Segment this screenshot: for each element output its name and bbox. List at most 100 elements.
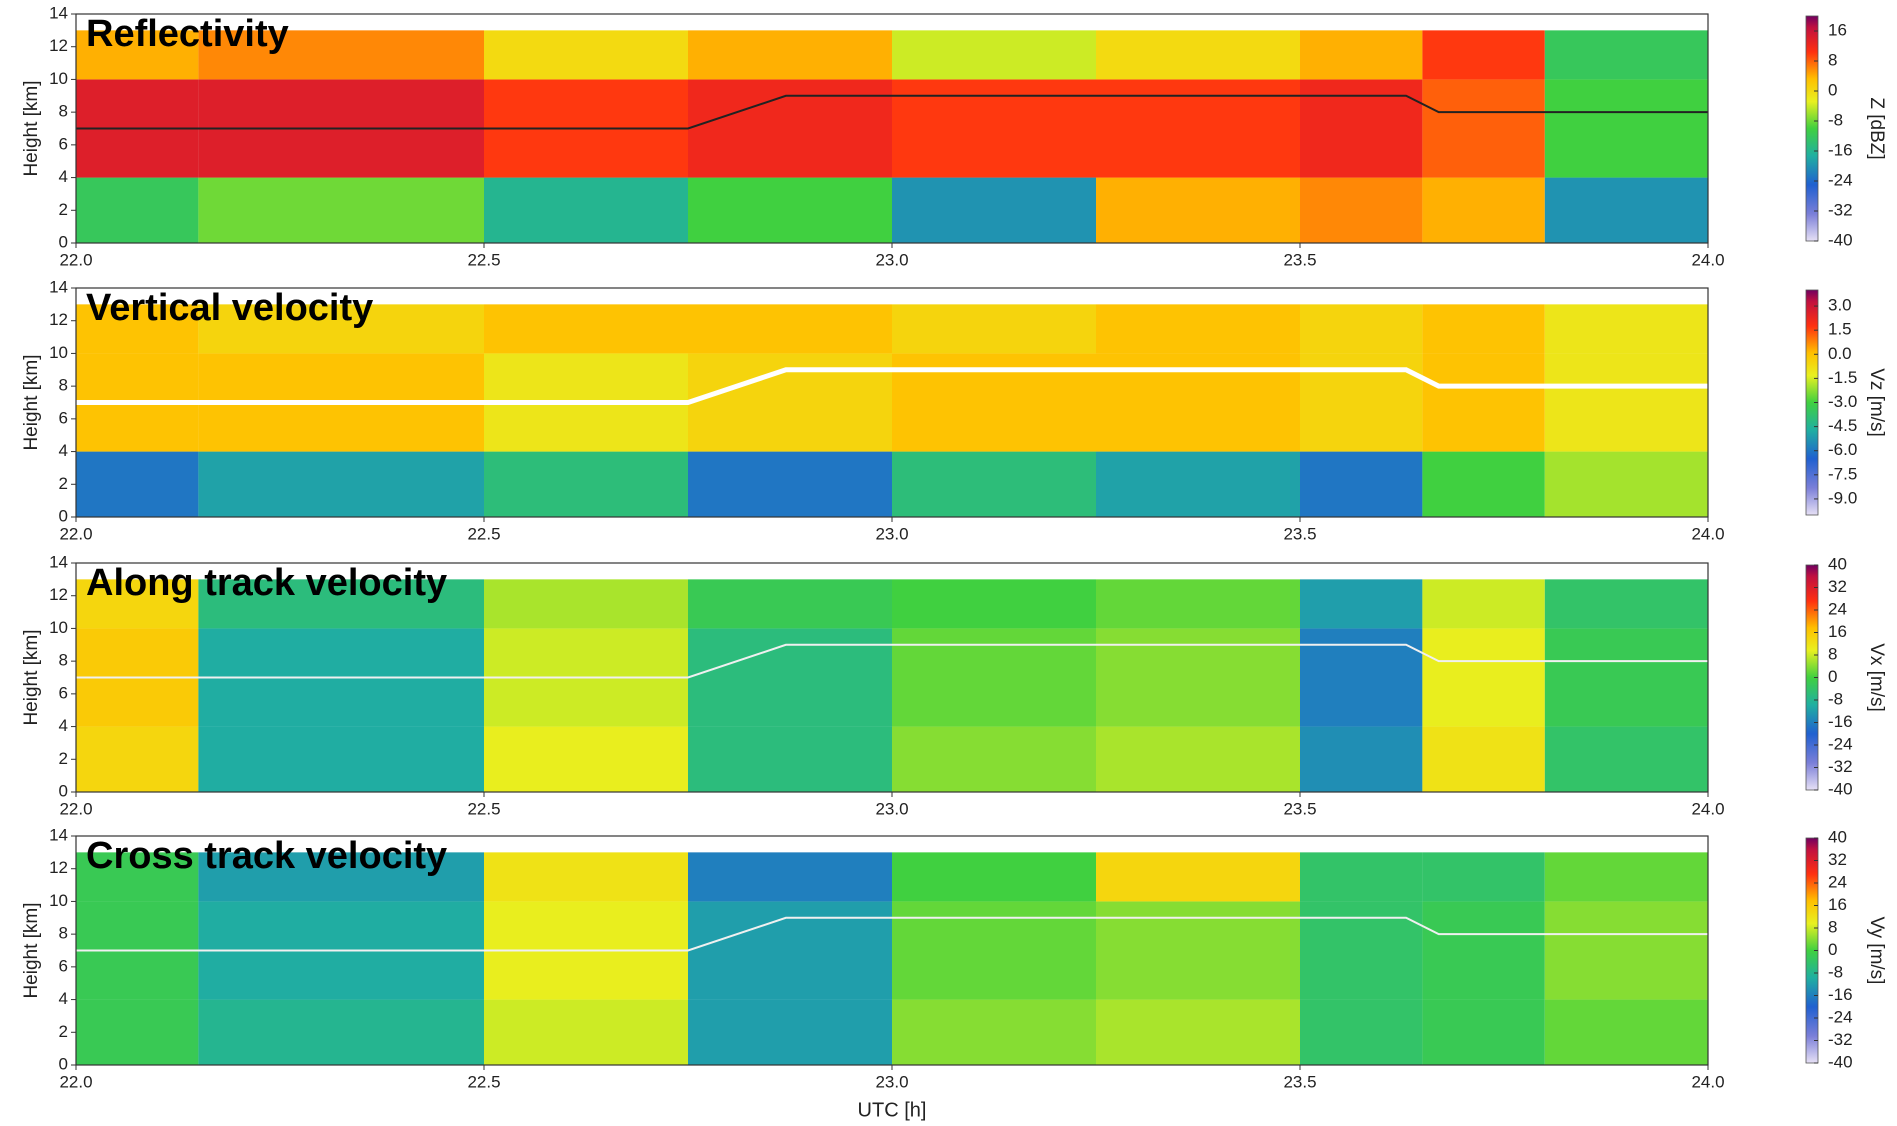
field-cell [1300,178,1422,243]
field-cell [1300,452,1422,517]
colorbar-label: Z [dBZ] [1866,97,1887,159]
panel-title: Vertical velocity [86,287,373,329]
colorbar-tick-label: 8 [1828,50,1837,69]
y-tick-label: 6 [59,408,68,427]
field-cell [892,628,1096,726]
x-tick-label: 23.0 [875,799,908,818]
field-cell [484,727,688,792]
y-tick-label: 2 [59,200,68,219]
field-cell [1545,353,1708,451]
y-tick-label: 12 [49,310,68,329]
panel-title: Cross track velocity [86,835,447,877]
colorbar-tick-label: -40 [1828,1052,1853,1071]
colorbar-label: Vz [m/s] [1866,368,1887,437]
field-cell [688,727,892,792]
y-axis-label: Height [km] [21,629,42,725]
field-cell [1096,579,1300,628]
y-tick-label: 10 [49,69,68,88]
colorbar-tick-label: -32 [1828,200,1853,219]
colorbar-tick-label: 0.0 [1828,344,1852,363]
y-tick-label: 2 [59,749,68,768]
field-cell [688,30,892,79]
y-tick-label: 14 [49,825,68,844]
y-tick-label: 8 [59,376,68,395]
colorbar-tick-label: 1.5 [1828,320,1852,339]
y-tick-label: 6 [59,956,68,975]
field-cell [1545,178,1708,243]
x-tick-label: 22.0 [59,250,92,269]
colorbar-tick-label: -6.0 [1828,440,1857,459]
y-tick-label: 0 [59,506,68,525]
colorbar-tick-label: -8 [1828,689,1843,708]
colorbar-tick-label: -16 [1828,140,1853,159]
field-cell [1545,1000,1708,1065]
field-cell [1096,901,1300,999]
colorbar-tick-label: -16 [1828,985,1853,1004]
colorbar-tick-label: 16 [1828,20,1847,39]
y-tick-label: 10 [49,343,68,362]
colorbar-tick-label: 24 [1828,872,1847,891]
y-tick-label: 12 [49,585,68,604]
field-cell [1545,30,1708,79]
field-cell [688,452,892,517]
field-cell [688,304,892,353]
colorbar-tick-label: 8 [1828,917,1837,936]
y-tick-label: 4 [59,167,68,186]
field-cell [1096,79,1300,177]
field-cell [1422,901,1544,999]
field-cell [1422,628,1544,726]
field-cell [1096,30,1300,79]
field-cell [688,1000,892,1065]
field-cell [76,452,198,517]
field-cell [892,178,1096,243]
panel-title: Along track velocity [86,562,447,604]
x-tick-label: 23.0 [875,250,908,269]
field-cell [484,452,688,517]
field-cell [484,1000,688,1065]
x-tick-label: 24.0 [1691,524,1724,543]
y-tick-label: 12 [49,36,68,55]
x-tick-label: 23.0 [875,524,908,543]
field-cell [1096,178,1300,243]
y-tick-label: 0 [59,232,68,251]
y-tick-label: 4 [59,441,68,460]
field-cell [892,901,1096,999]
field-cell [688,852,892,901]
y-tick-label: 6 [59,683,68,702]
colorbar-tick-label: 32 [1828,850,1847,869]
x-tick-label: 22.0 [59,799,92,818]
field-cell [1422,452,1544,517]
field-cell [1096,852,1300,901]
colorbar-label: Vy [m/s] [1866,917,1887,985]
colorbar-tick-label: 0 [1828,940,1837,959]
field-cell [1545,628,1708,726]
field-cell [1422,304,1544,353]
field-cell [688,79,892,177]
colorbar-tick-label: 24 [1828,599,1847,618]
field-cell [1096,452,1300,517]
field-cell [484,178,688,243]
field-cell [1300,901,1422,999]
field-cell [1545,304,1708,353]
panel-title: Reflectivity [86,13,289,55]
field-cell [1545,727,1708,792]
colorbar-tick-label: -16 [1828,712,1853,731]
colorbar-tick-label: -4.5 [1828,416,1857,435]
colorbar-tick-label: 40 [1828,554,1847,573]
field-cell [688,901,892,999]
field-cell [484,852,688,901]
y-tick-label: 0 [59,781,68,800]
field-cell [892,579,1096,628]
colorbar-tick-label: -1.5 [1828,368,1857,387]
x-tick-label: 23.5 [1283,1072,1316,1091]
field-cell [892,452,1096,517]
x-tick-label: 24.0 [1691,799,1724,818]
y-tick-label: 14 [49,552,68,571]
y-tick-label: 14 [49,3,68,22]
field-cell [1545,579,1708,628]
field-cell [484,30,688,79]
y-axis-label: Height [km] [21,354,42,450]
field-cell [892,79,1096,177]
field-cell [198,178,484,243]
x-tick-label: 23.0 [875,1072,908,1091]
